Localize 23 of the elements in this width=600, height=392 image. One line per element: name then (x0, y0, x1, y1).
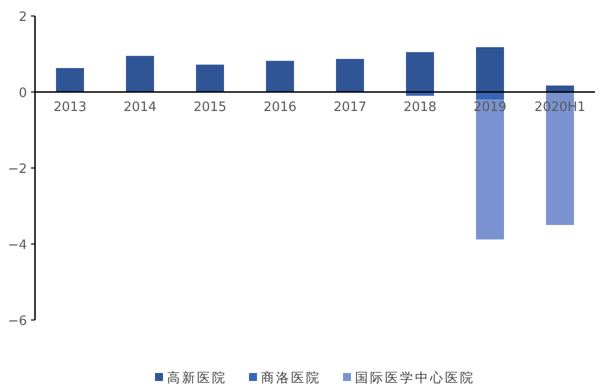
y-tick-label: −2 (8, 162, 27, 177)
x-tick-label: 2017 (333, 100, 367, 115)
bar (126, 56, 154, 92)
legend-label: 国际医学中心医院 (355, 370, 475, 386)
bar (406, 52, 434, 92)
bar (266, 60, 294, 92)
legend-label: 高新医院 (167, 370, 227, 386)
bar (336, 58, 364, 92)
x-tick-label: 2013 (53, 100, 87, 115)
y-tick-label: −4 (8, 238, 27, 253)
bar (476, 100, 504, 240)
y-tick-label: 0 (18, 86, 27, 101)
x-tick-label: 2016 (263, 100, 297, 115)
x-tick-label: 2015 (193, 100, 227, 115)
legend-label: 商洛医院 (261, 371, 321, 386)
bar (546, 86, 574, 92)
y-tick-label: 2 (18, 10, 27, 25)
bar (476, 47, 504, 92)
x-tick-label: 2014 (123, 100, 157, 115)
bar (196, 64, 224, 92)
y-tick-label: −6 (8, 314, 27, 329)
x-tick-label: 2018 (403, 100, 437, 115)
bar (56, 68, 84, 92)
